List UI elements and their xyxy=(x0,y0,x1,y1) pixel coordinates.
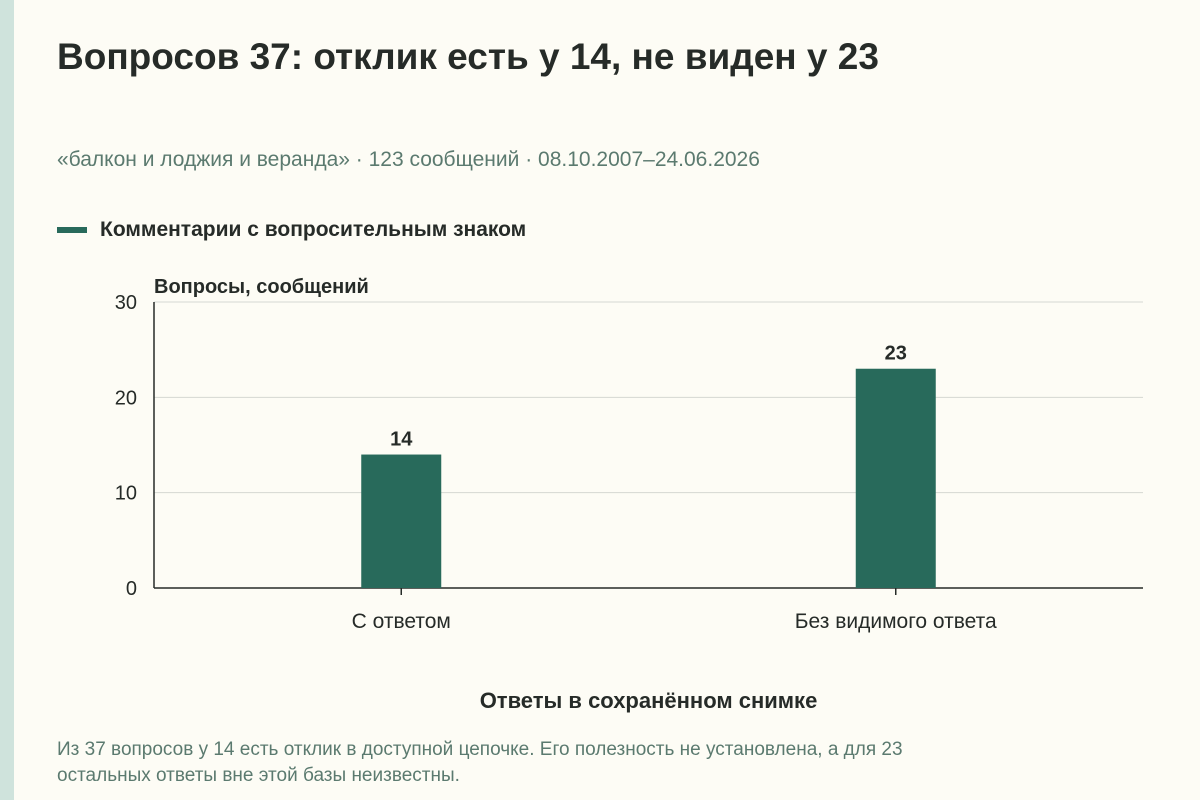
x-axis-label: Ответы в сохранённом снимке xyxy=(480,688,818,713)
legend-swatch xyxy=(57,227,87,233)
x-tick-label-1: С ответом xyxy=(352,610,451,633)
y-axis-label: Вопросы, сообщений xyxy=(154,276,369,298)
chart-note: Из 37 вопросов у 14 есть отклик в доступ… xyxy=(57,737,1157,789)
chart-legend: Комментарии с вопросительным знаком xyxy=(57,218,526,242)
legend-label: Комментарии с вопросительным знаком xyxy=(100,218,527,241)
bar-value-label-2: 23 xyxy=(885,343,907,365)
x-tick-label-2: Без видимого ответа xyxy=(795,610,997,633)
chart-subtitle: «балкон и лоджия и веранда» · 123 сообще… xyxy=(57,148,760,171)
y-tick-label-0: 0 xyxy=(126,578,137,600)
y-tick-label-30: 30 xyxy=(115,292,137,314)
chart-title: Вопросов 37: отклик есть у 14, не виден … xyxy=(57,36,879,77)
left-accent-stripe xyxy=(0,0,14,800)
y-tick-label-20: 20 xyxy=(115,387,137,409)
bar-2 xyxy=(855,368,936,588)
y-tick-label-10: 10 xyxy=(115,483,137,505)
chart-note-line-2: остальных ответы вне этой базы неизвестн… xyxy=(57,765,460,786)
bar-1 xyxy=(361,454,442,588)
chart-note-line-1: Из 37 вопросов у 14 есть отклик в доступ… xyxy=(57,739,903,760)
bar-value-label-1: 14 xyxy=(390,429,413,451)
